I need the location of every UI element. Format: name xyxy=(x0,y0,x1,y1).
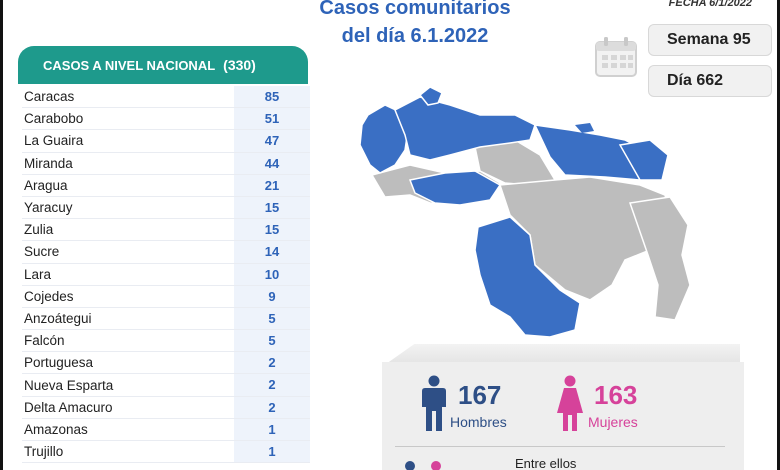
table-row: Caracas 85 xyxy=(22,86,310,109)
map-region-nueva-esparta xyxy=(575,123,594,133)
footer-text: Entre ellos xyxy=(515,456,577,470)
stats-divider xyxy=(395,446,725,447)
title-line-2: del día 6.1.2022 xyxy=(341,25,489,47)
case-count: 21 xyxy=(234,174,310,196)
case-count: 51 xyxy=(234,108,310,130)
women-count: 163 xyxy=(594,380,638,410)
case-count: 5 xyxy=(234,330,310,352)
map-region-barinas-portuguesa xyxy=(408,170,502,206)
state-name: Aragua xyxy=(24,177,68,193)
state-name: Portuguesa xyxy=(24,355,94,371)
date-label: FECHA 6/1/2022 xyxy=(668,0,752,9)
state-name: Lara xyxy=(24,266,52,282)
table-row: Cojedes 9 xyxy=(22,285,310,308)
table-row: Lara 10 xyxy=(22,263,310,286)
case-count: 9 xyxy=(234,285,310,307)
women-label: Mujeres xyxy=(588,414,638,430)
case-count: 47 xyxy=(234,130,310,152)
case-count: 1 xyxy=(234,418,310,440)
map-region-delta xyxy=(618,139,669,181)
table-row: Portuguesa 2 xyxy=(22,352,310,375)
state-name: Miranda xyxy=(24,155,73,171)
map-region-falcon-peninsula xyxy=(418,86,443,106)
calendar-icon xyxy=(595,37,637,77)
state-name: Carabobo xyxy=(24,111,84,127)
cases-table: Caracas 85 Carabobo 51 La Guaira 47 Miranda 44 A… xyxy=(22,86,310,464)
frame-border-left xyxy=(0,0,3,470)
state-name: Cojedes xyxy=(24,288,74,304)
mini-people-icon xyxy=(405,461,441,470)
map-region-guayana-gray xyxy=(628,196,691,321)
table-row: Trujillo 1 xyxy=(22,441,310,464)
case-count: 85 xyxy=(234,86,310,108)
state-name: La Guaira xyxy=(24,133,84,149)
map-region-amazonas xyxy=(474,216,581,338)
table-row: Miranda 44 xyxy=(22,152,310,175)
table-row: Anzoátegui 5 xyxy=(22,307,310,331)
state-name: Sucre xyxy=(24,244,60,260)
case-count: 2 xyxy=(234,352,310,374)
table-row: Sucre 14 xyxy=(22,241,310,264)
table-heading: CASOS A NIVEL NACIONAL xyxy=(43,57,216,73)
table-header: CASOS A NIVEL NACIONAL (330) xyxy=(18,46,308,84)
table-row: La Guaira 47 xyxy=(22,130,310,153)
table-row: Carabobo 51 xyxy=(22,108,310,131)
men-label: Hombres xyxy=(450,414,507,430)
map-region-north-central xyxy=(394,96,536,161)
venezuela-map xyxy=(359,86,691,338)
table-row: Aragua 21 xyxy=(22,174,310,197)
case-count: 2 xyxy=(234,396,310,418)
case-count: 5 xyxy=(234,307,310,330)
state-name: Amazonas xyxy=(24,421,88,437)
case-count: 2 xyxy=(234,374,310,396)
state-name: Zulia xyxy=(24,222,54,238)
table-total: (330) xyxy=(223,57,256,73)
table-row: Yaracuy 15 xyxy=(22,196,310,220)
table-row: Nueva Esparta 2 xyxy=(22,374,310,397)
case-count: 1 xyxy=(234,441,310,463)
woman-icon xyxy=(557,375,583,431)
state-name: Anzoátegui xyxy=(24,310,92,326)
state-name: Yaracuy xyxy=(24,200,73,216)
state-name: Delta Amacuro xyxy=(24,399,113,415)
man-icon xyxy=(422,375,446,431)
frame-border-right xyxy=(777,0,780,470)
state-name: Trujillo xyxy=(24,444,64,460)
state-name: Falcón xyxy=(24,333,65,349)
case-count: 15 xyxy=(234,196,310,219)
title-line-1: Casos comunitarios xyxy=(319,0,511,19)
state-name: Nueva Esparta xyxy=(24,377,114,393)
state-name: Caracas xyxy=(24,89,75,105)
case-count: 10 xyxy=(234,263,310,285)
table-row: Delta Amacuro 2 xyxy=(22,396,310,419)
case-count: 44 xyxy=(234,152,310,174)
stats-panel-top xyxy=(386,344,740,364)
page-title: Casos comunitarios del día 6.1.2022 xyxy=(270,0,560,50)
table-row: Amazonas 1 xyxy=(22,418,310,441)
case-count: 15 xyxy=(234,219,310,241)
table-row: Zulia 15 xyxy=(22,219,310,242)
day-badge: Día 662 xyxy=(648,65,772,97)
week-badge: Semana 95 xyxy=(648,24,772,56)
men-count: 167 xyxy=(458,380,502,410)
table-row: Falcón 5 xyxy=(22,330,310,353)
case-count: 14 xyxy=(234,241,310,263)
